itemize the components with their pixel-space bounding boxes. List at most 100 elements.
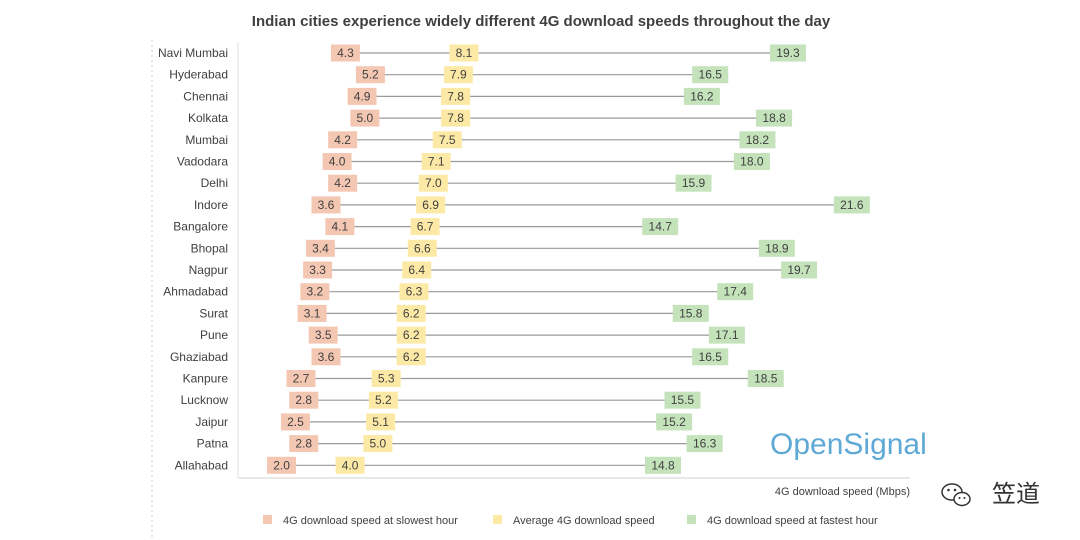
category-label: Navi Mumbai <box>158 46 228 60</box>
fastest-value-marker <box>692 66 729 84</box>
fastest-value-marker <box>769 44 806 62</box>
average-value-marker <box>335 456 365 474</box>
fastest-label: 16.5 <box>699 68 723 82</box>
average-label: 7.5 <box>439 133 456 147</box>
slowest-label: 4.3 <box>337 46 354 60</box>
slowest-label: 3.3 <box>309 263 326 277</box>
category-label: Hyderabad <box>169 68 228 82</box>
average-label: 5.2 <box>375 393 392 407</box>
slowest-label: 2.5 <box>287 415 304 429</box>
chart-row: Ahmadabad 3.2 6.3 17.4 <box>163 283 754 301</box>
legend-label: Average 4G download speed <box>513 515 655 527</box>
fastest-label: 15.2 <box>662 415 686 429</box>
chart-row: Bangalore 4.1 6.7 14.7 <box>173 218 679 236</box>
average-label: 5.3 <box>378 372 395 386</box>
fastest-label: 18.8 <box>762 111 786 125</box>
legend-item-fastest: 4G download speed at fastest hour <box>687 515 878 527</box>
category-label: Lucknow <box>181 393 229 407</box>
fastest-label: 16.5 <box>699 350 723 364</box>
average-label: 6.2 <box>403 350 420 364</box>
slowest-value-marker <box>330 44 360 62</box>
fastest-value-marker <box>717 283 754 301</box>
average-value-marker <box>366 413 396 431</box>
fastest-value-marker <box>758 239 795 257</box>
average-value-marker <box>363 435 393 453</box>
category-label: Kanpure <box>183 372 229 386</box>
slowest-value-marker <box>300 283 330 301</box>
legend-swatch <box>687 515 696 524</box>
x-axis-label: 4G download speed (Mbps) <box>775 486 910 498</box>
fastest-value-marker <box>683 87 720 105</box>
fastest-value-marker <box>664 391 701 409</box>
slowest-label: 4.0 <box>329 155 346 169</box>
chart-row: Kanpure 2.7 5.3 18.5 <box>183 370 784 387</box>
chart-row: Pune 3.5 6.2 17.1 <box>200 326 745 344</box>
average-label: 6.2 <box>403 306 420 320</box>
slowest-value-marker <box>347 87 377 105</box>
slowest-value-marker <box>328 174 358 192</box>
average-value-marker <box>407 239 437 257</box>
fastest-value-marker <box>675 174 712 192</box>
slowest-value-marker <box>286 370 316 387</box>
fastest-label: 15.9 <box>682 176 706 190</box>
chart-row: Allahabad 2.0 4.0 14.8 <box>175 456 681 474</box>
chart-row: Navi Mumbai 4.3 8.1 19.3 <box>158 44 806 62</box>
average-value-marker <box>368 391 398 409</box>
fastest-value-marker <box>708 326 745 344</box>
fastest-label: 18.0 <box>740 155 764 169</box>
fastest-label: 19.3 <box>776 46 800 60</box>
slowest-label: 4.1 <box>332 220 349 234</box>
fastest-value-marker <box>833 196 870 214</box>
category-label: Pune <box>200 328 228 342</box>
average-value-marker <box>396 326 426 344</box>
average-value-marker <box>441 109 471 127</box>
average-value-marker <box>432 131 462 149</box>
category-label: Bangalore <box>173 220 228 234</box>
fastest-label: 16.2 <box>690 89 714 103</box>
category-label: Patna <box>197 437 229 451</box>
legend-label: 4G download speed at slowest hour <box>283 515 458 527</box>
category-label: Nagpur <box>189 263 228 277</box>
fastest-value-marker <box>656 413 693 431</box>
slowest-label: 3.6 <box>318 350 335 364</box>
average-label: 5.1 <box>372 415 389 429</box>
chart-title: Indian cities experience widely differen… <box>252 13 831 30</box>
category-label: Indore <box>194 198 228 212</box>
average-value-marker <box>402 261 432 279</box>
slowest-label: 2.0 <box>273 458 290 472</box>
category-label: Kolkata <box>188 111 228 125</box>
fastest-label: 14.7 <box>649 220 673 234</box>
category-label: Jaipur <box>195 415 228 429</box>
average-label: 7.8 <box>447 111 464 125</box>
slowest-label: 3.2 <box>307 285 324 299</box>
chart-row: Jaipur 2.5 5.1 15.2 <box>195 413 693 431</box>
fastest-label: 18.9 <box>765 241 789 255</box>
legend-swatch <box>263 515 272 524</box>
watermark-text: 笠道 <box>992 480 1040 508</box>
slowest-label: 3.6 <box>318 198 335 212</box>
fastest-label: 21.6 <box>840 198 864 212</box>
fastest-value-marker <box>692 348 729 366</box>
fastest-value-marker <box>747 370 784 387</box>
average-value-marker <box>399 283 429 301</box>
fastest-value-marker <box>672 304 709 322</box>
chart-row: Kolkata 5.0 7.8 18.8 <box>188 109 793 127</box>
average-value-marker <box>410 218 440 236</box>
chart-rows: Navi Mumbai 4.3 8.1 19.3 Hyderabad 5.2 7.9 16.5… <box>158 44 870 474</box>
average-label: 7.9 <box>450 68 467 82</box>
slowest-label: 4.2 <box>334 176 351 190</box>
slowest-label: 3.4 <box>312 241 329 255</box>
slowest-value-marker <box>308 326 338 344</box>
category-label: Delhi <box>201 176 228 190</box>
average-value-marker <box>396 304 426 322</box>
slowest-label: 2.8 <box>295 437 312 451</box>
fastest-label: 15.8 <box>679 306 703 320</box>
category-label: Ahmadabad <box>163 285 228 299</box>
average-label: 6.9 <box>422 198 439 212</box>
fastest-label: 19.7 <box>787 263 811 277</box>
category-label: Ghaziabad <box>170 350 228 364</box>
fastest-value-marker <box>642 218 679 236</box>
average-label: 6.3 <box>406 285 423 299</box>
average-label: 7.8 <box>447 89 464 103</box>
